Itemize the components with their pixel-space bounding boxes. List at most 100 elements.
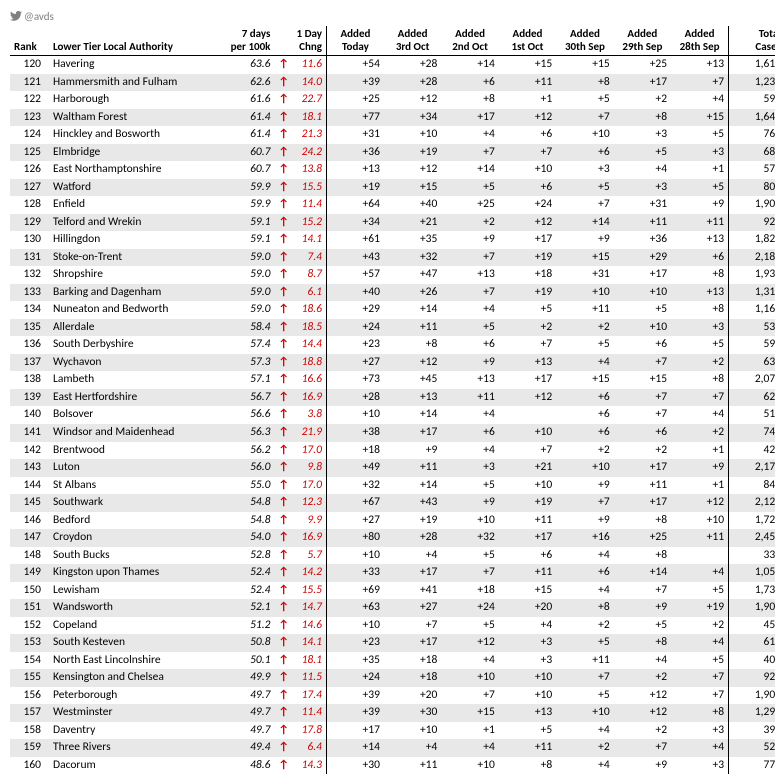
- cell-added: +6: [441, 336, 498, 354]
- cell-added: +43: [384, 494, 441, 512]
- cell-per100: 52.8: [220, 547, 274, 565]
- cell-added: +30: [326, 757, 383, 775]
- cell-per100: 56.2: [220, 442, 274, 460]
- cell-added: +6: [614, 336, 671, 354]
- cell-arrow: ↑: [274, 301, 289, 319]
- cell-arrow: ↑: [274, 669, 289, 687]
- cell-added: +11: [499, 512, 556, 530]
- cell-added: +41: [384, 582, 441, 600]
- cell-arrow: ↑: [274, 599, 289, 617]
- table-row: 160Dacorum48.6↑14.3+30+11+10+8+4+9+3775: [10, 757, 775, 775]
- cell-added: +9: [614, 757, 671, 775]
- cell-added: +1: [499, 91, 556, 109]
- cell-arrow: ↑: [274, 617, 289, 635]
- cell-added: +2: [671, 354, 728, 372]
- cell-rank: 160: [10, 757, 49, 775]
- cell-added: +32: [326, 477, 383, 495]
- cell-total: 423: [729, 442, 775, 460]
- cell-added: +5: [441, 547, 498, 565]
- cell-added: +12: [384, 91, 441, 109]
- cell-chng: 16.9: [290, 389, 327, 407]
- cell-arrow: ↑: [274, 757, 289, 775]
- cell-rank: 141: [10, 424, 49, 442]
- cell-arrow: ↑: [274, 266, 289, 284]
- cell-added: +23: [326, 336, 383, 354]
- cell-chng: 11.4: [290, 196, 327, 214]
- cell-arrow: ↑: [274, 494, 289, 512]
- cell-added: +5: [556, 687, 613, 705]
- cell-added: +19: [499, 284, 556, 302]
- cell-added: +24: [326, 669, 383, 687]
- cell-rank: 142: [10, 442, 49, 460]
- cell-added: +15: [671, 109, 728, 127]
- cell-added: +31: [326, 126, 383, 144]
- cell-rank: 129: [10, 214, 49, 232]
- cell-added: +3: [614, 126, 671, 144]
- cell-added: +17: [614, 74, 671, 92]
- cell-added: +11: [441, 389, 498, 407]
- cell-per100: 49.4: [220, 739, 274, 757]
- cell-total: 2,125: [729, 494, 775, 512]
- cell-added: +2: [556, 319, 613, 337]
- cell-per100: 60.7: [220, 161, 274, 179]
- cell-added: +19: [499, 494, 556, 512]
- cell-chng: 16.6: [290, 371, 327, 389]
- cell-chng: 14.6: [290, 617, 327, 635]
- cell-arrow: ↑: [274, 687, 289, 705]
- cell-rank: 149: [10, 564, 49, 582]
- cell-added: +11: [384, 319, 441, 337]
- table-row: 147Croydon54.0↑16.9+80+28+32+17+16+25+11…: [10, 529, 775, 547]
- cell-added: +5: [499, 301, 556, 319]
- cell-added: +6: [556, 144, 613, 162]
- cell-added: +2: [671, 424, 728, 442]
- cell-name: Telford and Wrekin: [49, 214, 220, 232]
- cell-added: +1: [671, 442, 728, 460]
- cell-total: 843: [729, 477, 775, 495]
- cell-added: +11: [671, 214, 728, 232]
- cell-added: +54: [326, 56, 383, 74]
- table-row: 140Bolsover56.6↑3.8+10+14+4+6+7+4514: [10, 406, 775, 424]
- cell-added: +14: [614, 564, 671, 582]
- cell-added: +10: [326, 617, 383, 635]
- cell-added: +29: [614, 249, 671, 267]
- col-added-5: Added29th Sep: [614, 26, 671, 56]
- cell-added: +35: [384, 231, 441, 249]
- cell-added: +10: [499, 687, 556, 705]
- cell-total: 2,181: [729, 249, 775, 267]
- table-row: 121Hammersmith and Fulham62.6↑14.0+39+28…: [10, 74, 775, 92]
- cell-added: +5: [671, 336, 728, 354]
- cell-added: +12: [384, 161, 441, 179]
- cell-name: Stoke-on-Trent: [49, 249, 220, 267]
- cell-added: +45: [384, 371, 441, 389]
- cell-added: +9: [556, 231, 613, 249]
- cell-added: +17: [614, 459, 671, 477]
- table-row: 144St Albans55.0↑17.0+32+14+5+10+9+11+18…: [10, 477, 775, 495]
- cell-name: Luton: [49, 459, 220, 477]
- cell-added: +8: [556, 74, 613, 92]
- cell-total: 617: [729, 634, 775, 652]
- cell-total: 534: [729, 319, 775, 337]
- cell-added: +18: [499, 266, 556, 284]
- cell-added: [671, 547, 728, 565]
- cell-total: 2,174: [729, 459, 775, 477]
- cell-per100: 55.0: [220, 477, 274, 495]
- cell-added: +11: [614, 477, 671, 495]
- cell-added: +13: [384, 389, 441, 407]
- cell-added: +25: [614, 529, 671, 547]
- col-name: Lower Tier Local Authority: [49, 26, 220, 56]
- cell-rank: 132: [10, 266, 49, 284]
- cell-added: +39: [326, 687, 383, 705]
- col-added-1: Added3rd Oct: [384, 26, 441, 56]
- cell-per100: 59.9: [220, 179, 274, 197]
- cell-name: Nuneaton and Bedworth: [49, 301, 220, 319]
- cell-arrow: ↑: [274, 704, 289, 722]
- cell-rank: 136: [10, 336, 49, 354]
- table-row: 126East Northamptonshire60.7↑13.8+13+12+…: [10, 161, 775, 179]
- cell-name: Croydon: [49, 529, 220, 547]
- cell-name: Shropshire: [49, 266, 220, 284]
- cell-rank: 140: [10, 406, 49, 424]
- cell-added: +4: [441, 442, 498, 460]
- cell-added: +6: [556, 424, 613, 442]
- cell-added: +4: [556, 354, 613, 372]
- cell-added: +7: [499, 144, 556, 162]
